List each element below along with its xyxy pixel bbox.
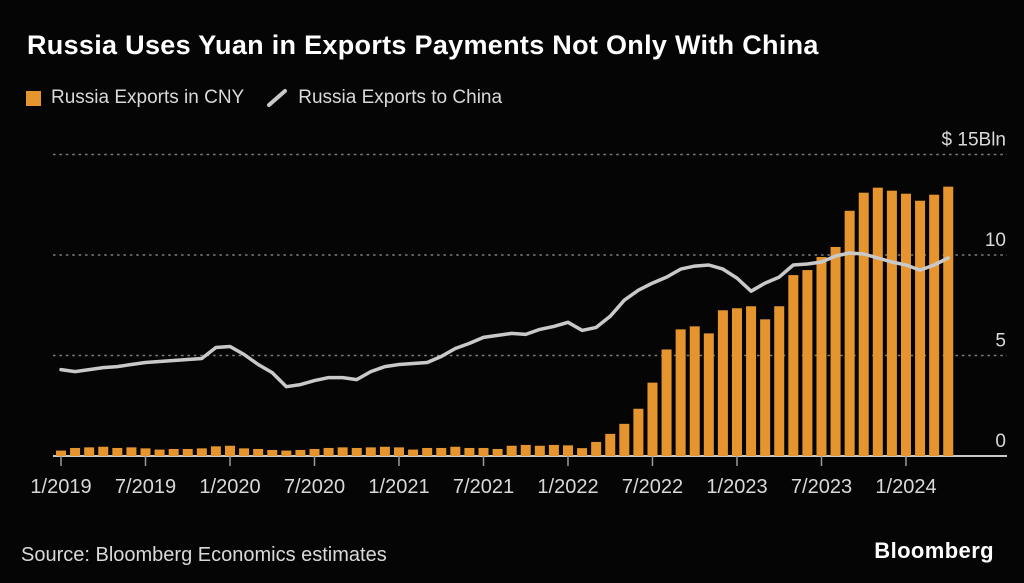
trend-line-group [59,251,950,389]
bar [717,310,728,456]
bar [464,447,475,456]
bar [323,447,334,456]
bar [478,447,489,456]
y-tick-label: $ 15Bln [942,130,1006,151]
bar [239,448,250,456]
x-tick-label: 1/2024 [875,476,936,498]
bar [84,447,95,456]
source-note: Source: Bloomberg Economics estimates [21,544,387,566]
bar [844,210,855,456]
x-tick-label: 1/2023 [706,476,767,498]
bar [70,447,81,456]
bar [703,333,714,456]
bar [408,449,419,456]
x-tick-label: 7/2023 [791,476,852,498]
bar [689,326,700,456]
slash-stroke [267,89,288,107]
bar [943,186,954,456]
x-tick-label: 7/2022 [622,476,683,498]
bar [633,408,644,456]
bar-series-swatch-icon [26,90,41,106]
bar [577,448,588,456]
bar [506,445,517,456]
bars-group [56,186,954,456]
bar [492,448,503,456]
bar [830,246,841,456]
bar [56,450,66,456]
chart-title: Russia Uses Yuan in Exports Payments Not… [27,30,819,60]
bar [816,257,827,456]
y-tick-label: 0 [995,431,1006,452]
x-tick-label: 7/2019 [115,476,176,498]
bar [534,445,545,456]
bar [154,449,165,456]
bar [858,192,869,456]
bar [196,448,207,456]
y-tick-label: 5 [995,331,1006,352]
bar [591,441,602,456]
bar [295,449,306,456]
bar [126,447,137,456]
bar [365,447,376,456]
bar [422,447,433,456]
bar [140,448,151,456]
bar [225,445,235,456]
bar [379,446,390,456]
bar [168,448,179,456]
bar [112,447,123,456]
bar [647,382,658,456]
chart-legend: Russia Exports in CNY Russia Exports to … [26,87,502,109]
bar [450,446,461,456]
trend-line [59,251,950,389]
line-series-slash-icon [267,89,288,107]
x-tick-label: 1/2021 [368,476,429,498]
bar [872,187,883,456]
x-tick-label: 1/2019 [30,476,91,498]
bar [281,450,292,456]
legend-label-china: Russia Exports to China [298,87,503,108]
x-tick-label: 7/2020 [284,476,345,498]
bar [562,445,573,456]
bar [929,194,940,456]
bar [900,193,911,456]
bar [915,200,926,456]
bar [619,423,630,456]
bar [731,308,742,456]
bar [98,446,109,456]
x-axis-group: 1/2019 7/2019 1/2020 7/2020 1/2021 7/2021 1/20… [30,456,937,498]
bloomberg-logo: Bloomberg [874,538,994,563]
bar [309,448,320,456]
bar [351,447,362,456]
bar [760,319,771,456]
x-tick-label: 7/2021 [453,476,514,498]
x-tick-label: 1/2022 [537,476,598,498]
bar [210,446,221,456]
bar [548,444,559,456]
bar [802,270,813,456]
bar [886,190,897,456]
bar [774,306,785,456]
bar [436,447,447,456]
bar [675,329,686,456]
x-tick-label: 1/2020 [199,476,260,498]
bar [605,433,616,456]
y-axis-labels-group: 0 5 10 $ 15Bln [942,130,1006,453]
bar [337,447,348,456]
bar [253,448,264,456]
legend-label-cny: Russia Exports in CNY [51,87,245,108]
bar [393,447,404,456]
bar [520,444,531,456]
y-tick-label: 10 [985,230,1006,251]
bar [182,448,193,456]
bar [267,449,278,456]
bar [661,349,672,456]
bar [788,275,799,456]
bar [746,306,757,456]
